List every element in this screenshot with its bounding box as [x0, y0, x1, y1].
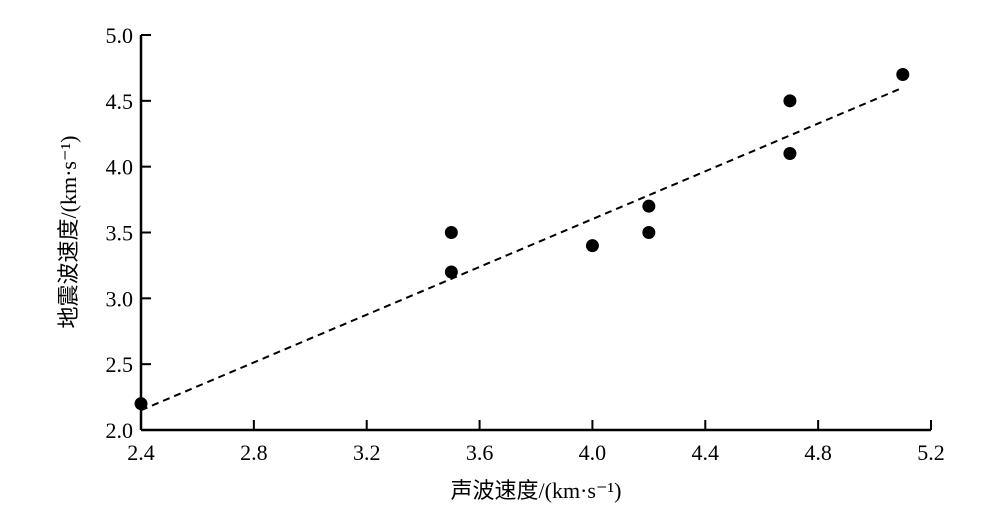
- data-point: [444, 265, 458, 279]
- data-point: [783, 147, 797, 160]
- x-tick-label: 4.8: [804, 440, 832, 465]
- x-tick-label: 4.0: [579, 440, 607, 465]
- y-tick-label: 4.5: [106, 89, 134, 114]
- data-point: [444, 226, 458, 239]
- data-point: [896, 68, 910, 81]
- x-tick-label: 5.2: [917, 440, 945, 465]
- data-point: [642, 226, 656, 239]
- x-tick-label: 3.6: [466, 440, 494, 465]
- data-point: [134, 397, 148, 411]
- axes: 2.4 2.8 3.2 3.6 4.0 4.4 4.8 5.2 2.0 2.5 3.0 3.5 4.0 4…: [106, 23, 945, 465]
- y-tick-label: 4.0: [106, 155, 134, 180]
- fit-line: [140, 86, 904, 412]
- x-tick-label: 4.4: [692, 440, 720, 465]
- x-tick-label: 3.2: [353, 440, 381, 465]
- y-tick-label: 2.0: [106, 418, 134, 443]
- data-point: [642, 199, 656, 213]
- y-axis-label: 地震波速度/(km·s⁻¹): [56, 136, 81, 329]
- data-point: [783, 94, 797, 108]
- y-tick-label: 5.0: [106, 23, 134, 48]
- x-tick-label: 2.8: [240, 440, 268, 465]
- marks: [134, 68, 910, 412]
- x-tick-label: 2.4: [127, 440, 155, 465]
- y-tick-label: 2.5: [106, 352, 134, 377]
- y-tick-label: 3.0: [106, 286, 134, 311]
- data-point: [585, 239, 599, 253]
- x-axis-label: 声波速度/(km·s⁻¹): [451, 478, 622, 503]
- y-tick-label: 3.5: [106, 221, 134, 246]
